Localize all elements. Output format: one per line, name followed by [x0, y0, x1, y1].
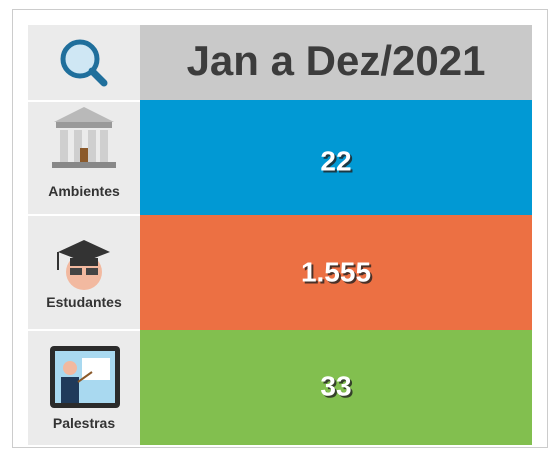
row-value: 22 — [320, 145, 351, 176]
search-icon — [60, 39, 108, 87]
row-value: 1.555 — [301, 256, 371, 287]
lecture-icon — [50, 346, 120, 408]
value-cell — [140, 330, 532, 445]
value-shadow: 33 — [322, 372, 353, 403]
student-icon — [57, 240, 110, 290]
row-label: Estudantes — [46, 294, 122, 310]
header-cell — [140, 25, 532, 100]
value-shadow: 1.555 — [303, 258, 373, 289]
row-value: 33 — [320, 370, 351, 401]
value-shadow: 22 — [322, 147, 353, 178]
value-cell — [140, 100, 532, 215]
row-label: Palestras — [53, 415, 115, 431]
title: Jan a Dez/2021 — [187, 37, 486, 84]
building-icon — [52, 107, 116, 168]
row-label: Ambientes — [48, 183, 120, 199]
value-cell — [140, 215, 532, 330]
